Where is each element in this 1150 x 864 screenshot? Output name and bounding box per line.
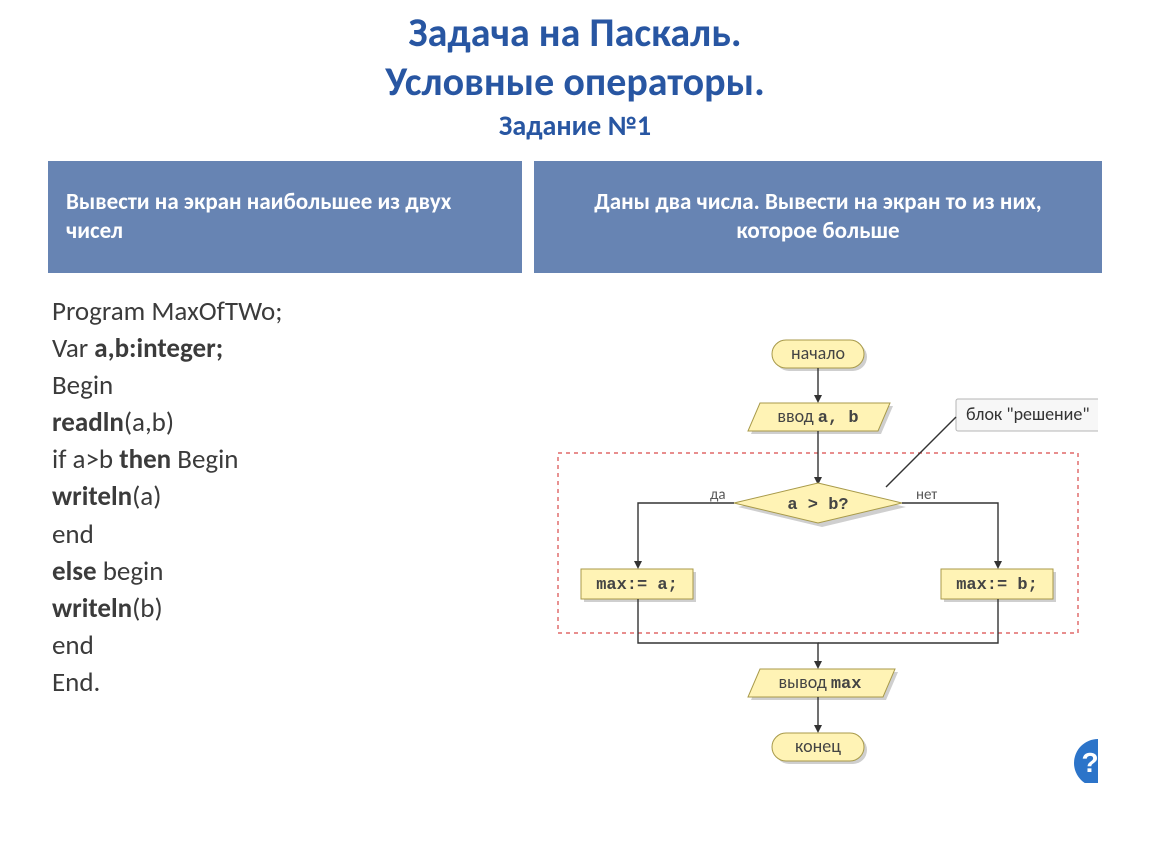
node-output-prefix: вывод: [779, 671, 831, 693]
right-header: Даны два числа. Вывести на экран то из н…: [534, 161, 1102, 273]
node-output-mono: max: [831, 675, 862, 694]
node-condition: a > b?: [734, 483, 906, 527]
svg-text:вывод max: вывод max: [779, 671, 862, 694]
code-line: if a>b then Begin: [52, 441, 518, 478]
callout-text: блок "решение": [966, 403, 1090, 425]
flowchart-svg: начало ввод a, b: [538, 323, 1098, 783]
left-column: Вывести на экран наибольшее из двух чисе…: [48, 161, 522, 783]
slide-title: Задача на Паскаль. Условные операторы. З…: [0, 0, 1150, 143]
node-output: вывод max: [748, 669, 898, 700]
title-line-3: Задание №1: [0, 108, 1150, 143]
branch-yes-label: да: [710, 486, 726, 504]
code-line: Begin: [52, 367, 518, 404]
node-end: конец: [772, 733, 867, 764]
title-line-1: Задача на Паскаль.: [0, 8, 1150, 57]
node-input-prefix: ввод: [777, 405, 817, 427]
left-header: Вывести на экран наибольшее из двух чисе…: [48, 161, 522, 273]
node-cond-mono: a > b?: [787, 496, 848, 515]
code-line: Var a,b:integer;: [52, 330, 518, 367]
code-line: else begin: [52, 553, 518, 590]
node-assign-a-mono: max:= a;: [596, 576, 678, 595]
svg-text:a > b?: a > b?: [787, 496, 848, 515]
callout-decision: блок "решение": [886, 399, 1098, 487]
svg-text:?: ?: [1081, 747, 1098, 778]
node-assign-a: max:= a;: [581, 569, 696, 602]
content-columns: Вывести на экран наибольшее из двух чисе…: [0, 143, 1150, 783]
node-start: начало: [772, 340, 867, 371]
flowchart-container: начало ввод a, b: [534, 273, 1102, 783]
node-start-label: начало: [791, 342, 845, 364]
code-listing: Program MaxOfTWo;Var a,b:integer;Beginre…: [48, 273, 522, 783]
node-end-label: конец: [795, 735, 841, 757]
right-column: Даны два числа. Вывести на экран то из н…: [534, 161, 1102, 783]
svg-text:max:= b;: max:= b;: [956, 576, 1038, 595]
title-line-2: Условные операторы.: [0, 57, 1150, 106]
svg-text:max:= a;: max:= a;: [596, 576, 678, 595]
code-line: End.: [52, 664, 518, 701]
code-line: writeln(a): [52, 478, 518, 515]
code-line: end: [52, 627, 518, 664]
node-input: ввод a, b: [748, 403, 893, 434]
node-assign-b-mono: max:= b;: [956, 576, 1038, 595]
code-line: Program MaxOfTWo;: [52, 293, 518, 330]
code-line: writeln(b): [52, 590, 518, 627]
qmark-badge: ?: [1074, 739, 1098, 783]
svg-text:ввод a, b: ввод a, b: [777, 405, 858, 428]
code-line: readln(a,b): [52, 404, 518, 441]
node-assign-b: max:= b;: [941, 569, 1056, 602]
branch-no-label: нет: [916, 486, 937, 504]
node-input-mono: a, b: [818, 409, 859, 428]
code-line: end: [52, 516, 518, 553]
